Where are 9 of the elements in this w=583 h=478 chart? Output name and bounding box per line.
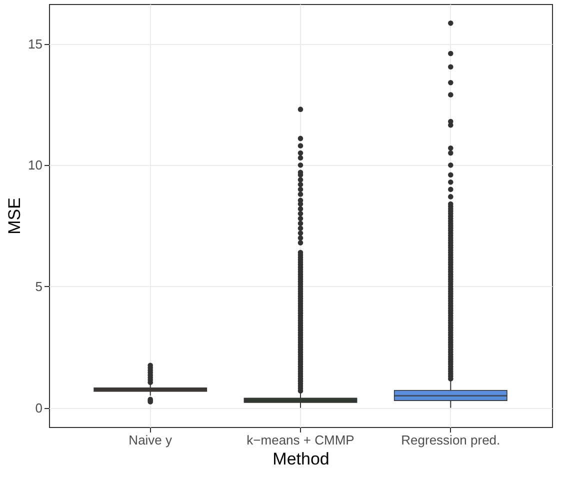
x-axis-title: Method: [272, 450, 330, 468]
x-tick-label: Regression pred.: [401, 432, 500, 448]
y-tick-label: 0: [35, 400, 42, 416]
x-tick-label: k−means + CMMP: [246, 432, 354, 448]
y-tick-label: 5: [35, 278, 42, 294]
y-tick-label: 10: [28, 158, 42, 173]
y-axis-title: MSE: [5, 198, 24, 234]
y-tick-label: 15: [28, 36, 42, 52]
x-tick-label: Naive y: [128, 432, 173, 448]
